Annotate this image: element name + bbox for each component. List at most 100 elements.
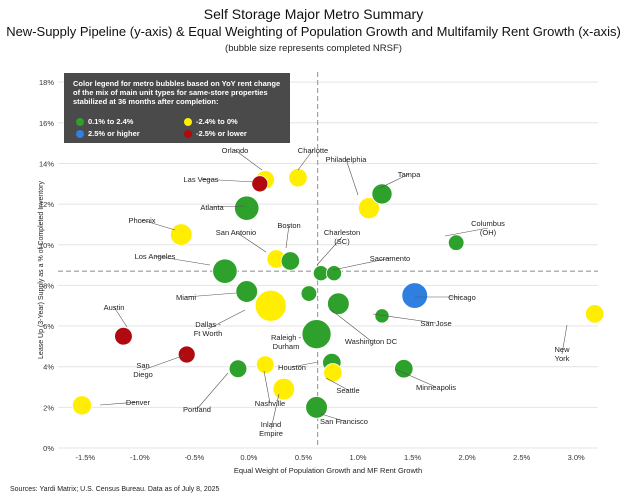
label-leader-line xyxy=(325,377,349,391)
x-tick-label: 1.5% xyxy=(404,453,421,462)
data-label: San Antonio xyxy=(216,228,256,237)
x-tick-label: 2.0% xyxy=(459,453,476,462)
label-leader-line xyxy=(270,393,280,430)
y-tick-label: 2% xyxy=(43,403,54,412)
data-label: Dallas -Ft Worth xyxy=(194,320,223,338)
bubble xyxy=(374,308,390,324)
bubble xyxy=(394,359,414,379)
bubble xyxy=(177,345,196,364)
label-leader-line xyxy=(142,354,186,371)
label-leader-line xyxy=(372,313,437,324)
y-tick-label: 10% xyxy=(39,241,54,250)
data-label: Las Vegas xyxy=(183,175,218,184)
legend-item-label: -2.4% to 0% xyxy=(196,117,238,126)
data-label: Philadelphia xyxy=(326,155,368,164)
label-leader-line xyxy=(345,158,359,196)
bubble xyxy=(251,175,269,193)
y-tick-label: 8% xyxy=(43,281,54,290)
data-label: Miami xyxy=(176,293,196,302)
legend-item-red: -2.5% or lower xyxy=(184,129,247,138)
bubble xyxy=(371,183,393,205)
bubble xyxy=(323,363,343,383)
data-label: Minneapolis xyxy=(416,383,456,392)
bubble xyxy=(170,223,193,246)
blue-dot-icon xyxy=(76,129,84,138)
y-tick-label: 16% xyxy=(39,119,54,128)
chart-subtitle: New-Supply Pipeline (y-axis) & Equal Wei… xyxy=(6,24,621,39)
red-dot-icon xyxy=(184,129,192,138)
data-label: Orlando xyxy=(222,146,249,155)
data-label: San Diego xyxy=(133,361,153,379)
x-axis-label: Equal Weight of Population Growth and MF… xyxy=(234,466,422,475)
label-leader-line xyxy=(200,178,256,183)
bubble xyxy=(256,355,275,374)
data-label: Houston xyxy=(278,363,306,372)
label-leader-line xyxy=(154,255,211,266)
y-tick-label: 12% xyxy=(39,200,54,209)
label-leader-line xyxy=(113,306,128,328)
y-axis-label: Lease Up (3-Year) Supply as a % of Compl… xyxy=(38,181,45,359)
data-label: Los Angeles xyxy=(135,252,176,261)
data-label: Nashville xyxy=(255,399,285,408)
label-leader-line xyxy=(211,205,246,208)
bubble xyxy=(272,377,296,401)
x-tick-label: 3.0% xyxy=(568,453,585,462)
data-label: Sacramento xyxy=(370,254,410,263)
label-leader-line xyxy=(99,401,139,406)
y-tick-label: 6% xyxy=(43,322,54,331)
bubble xyxy=(401,282,428,309)
label-leader-line xyxy=(196,372,229,410)
label-leader-line xyxy=(561,324,568,355)
bubble xyxy=(585,304,605,324)
legend-item-yellow: -2.4% to 0% xyxy=(184,117,238,126)
data-label: San Francisco xyxy=(320,417,368,426)
data-label: Tampa xyxy=(398,170,421,179)
label-leader-line xyxy=(316,236,343,266)
y-tick-label: 0% xyxy=(43,444,54,453)
x-tick-label: 0.5% xyxy=(295,453,312,462)
bubble xyxy=(254,289,287,322)
data-label: Denver xyxy=(126,398,151,407)
bubble xyxy=(357,197,380,220)
data-label: Charlotte xyxy=(298,146,328,155)
yellow-dot-icon xyxy=(184,117,192,126)
bubble xyxy=(280,251,301,271)
label-leader-line xyxy=(332,257,391,271)
data-label: Atlanta xyxy=(200,203,224,212)
label-leader-line xyxy=(297,149,314,171)
data-label: Inland Empire xyxy=(259,420,283,438)
label-leader-line xyxy=(234,149,263,171)
data-label: Chicago xyxy=(448,293,476,302)
data-label: Seattle xyxy=(336,386,359,395)
legend-item-label: 0.1% to 2.4% xyxy=(88,117,134,126)
green-dot-icon xyxy=(76,117,84,126)
label-leader-line xyxy=(379,173,410,189)
bubble xyxy=(235,280,258,303)
data-label: New York xyxy=(554,345,570,363)
legend-item-green: 0.1% to 2.4% xyxy=(76,117,133,126)
x-tick-label: 0.0% xyxy=(240,453,257,462)
label-leader-line xyxy=(394,368,437,388)
x-tick-label: 1.0% xyxy=(349,453,366,462)
y-tick-label: 18% xyxy=(39,78,54,87)
chart-title: Self Storage Major Metro Summary xyxy=(203,6,424,22)
bubble xyxy=(447,234,465,251)
bubble xyxy=(325,265,343,282)
bubble xyxy=(212,258,238,284)
legend-item-label: -2.5% or lower xyxy=(196,129,247,138)
chart-note: (bubble size represents completed NRSF) xyxy=(225,43,402,54)
bubble xyxy=(305,396,328,419)
data-label: Portland xyxy=(183,405,211,414)
label-leader-line xyxy=(235,231,267,253)
data-label: Washington DC xyxy=(345,337,398,346)
legend-item-blue: 2.5% or higher xyxy=(76,129,140,138)
bubble xyxy=(300,285,318,302)
label-leader-line xyxy=(320,413,345,422)
bubble xyxy=(327,292,350,315)
bubble xyxy=(301,319,332,350)
bubble xyxy=(72,395,92,416)
data-label: Austin xyxy=(104,303,125,312)
bubble xyxy=(234,195,260,221)
data-label: Phoenix xyxy=(128,216,155,225)
